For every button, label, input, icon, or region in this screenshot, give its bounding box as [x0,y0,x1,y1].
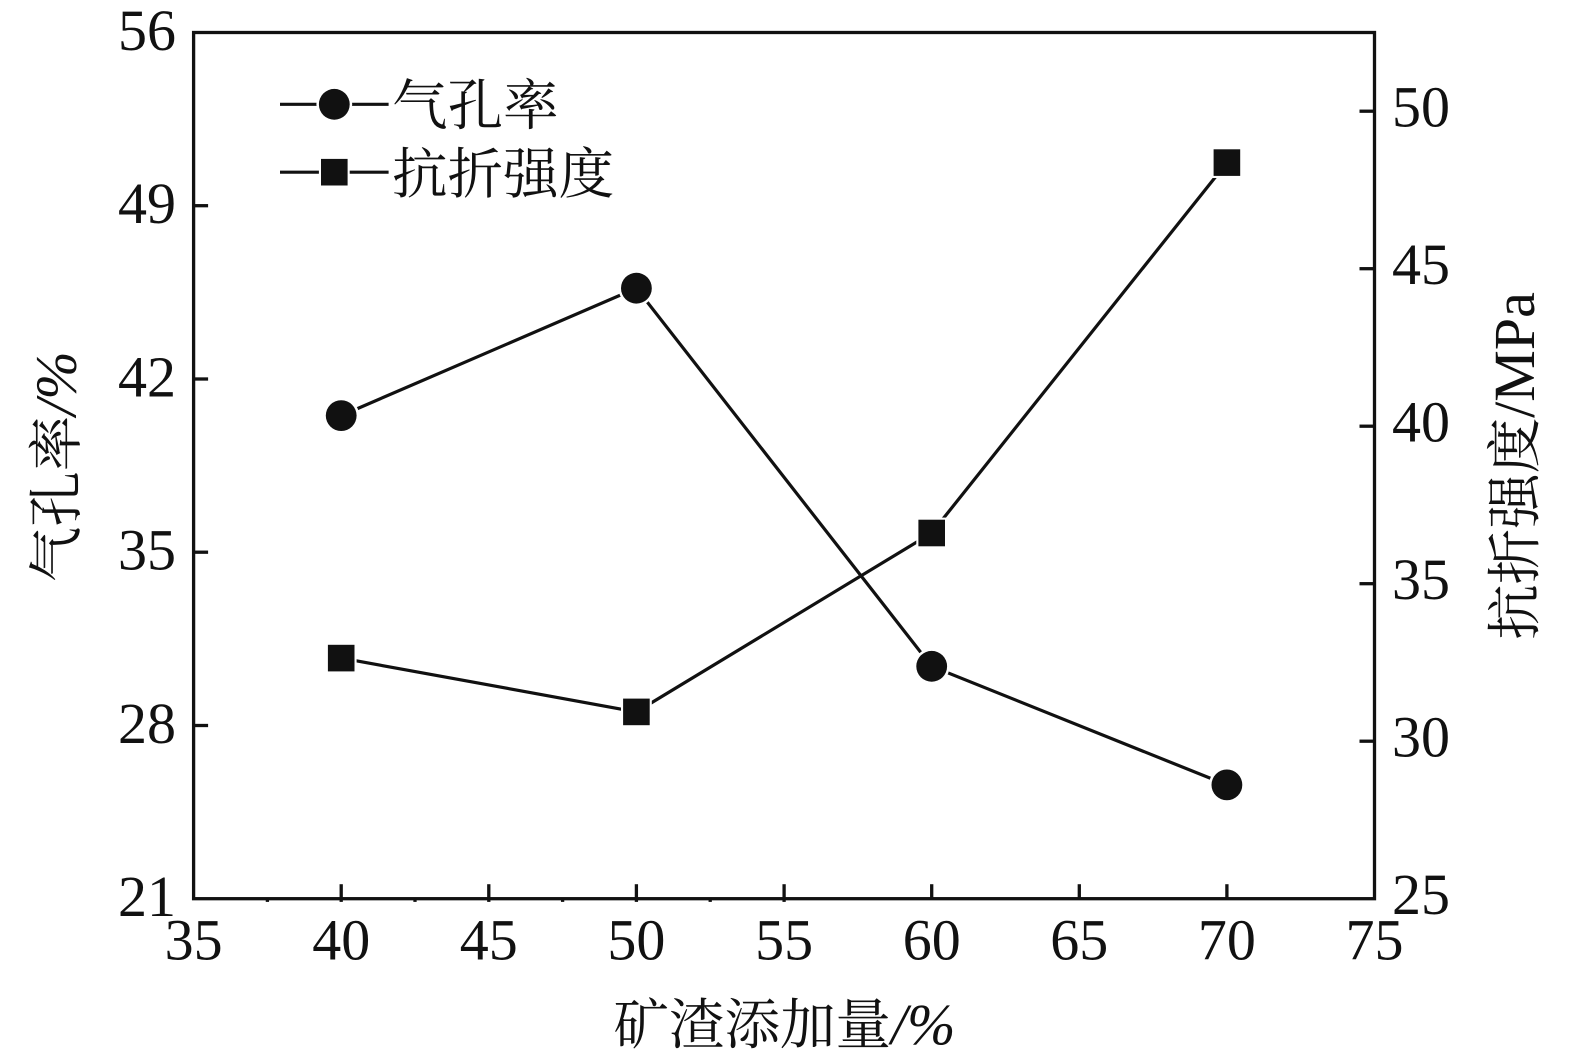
svg-text:65: 65 [1050,908,1108,973]
svg-text:56: 56 [118,0,176,63]
svg-text:28: 28 [118,691,176,756]
svg-text:49: 49 [118,171,176,236]
svg-text:45: 45 [1392,232,1450,297]
svg-text:70: 70 [1198,908,1256,973]
svg-text:25: 25 [1392,862,1450,927]
svg-text:55: 55 [755,908,813,973]
svg-text:/%: /% [24,351,89,418]
svg-text:35: 35 [118,518,176,583]
svg-text:40: 40 [312,908,370,973]
svg-text:42: 42 [118,344,176,409]
svg-text:40: 40 [1392,390,1450,455]
svg-text:75: 75 [1346,908,1404,973]
svg-text:50: 50 [607,908,665,973]
svg-text:35: 35 [165,908,223,973]
svg-text:/MPa: /MPa [1482,292,1547,418]
svg-text:50: 50 [1392,75,1450,140]
svg-text:45: 45 [460,908,518,973]
svg-text:30: 30 [1392,705,1450,770]
svg-text:/%: /% [888,992,955,1057]
svg-text:60: 60 [903,908,961,973]
svg-text:21: 21 [118,864,176,929]
svg-text:35: 35 [1392,547,1450,612]
